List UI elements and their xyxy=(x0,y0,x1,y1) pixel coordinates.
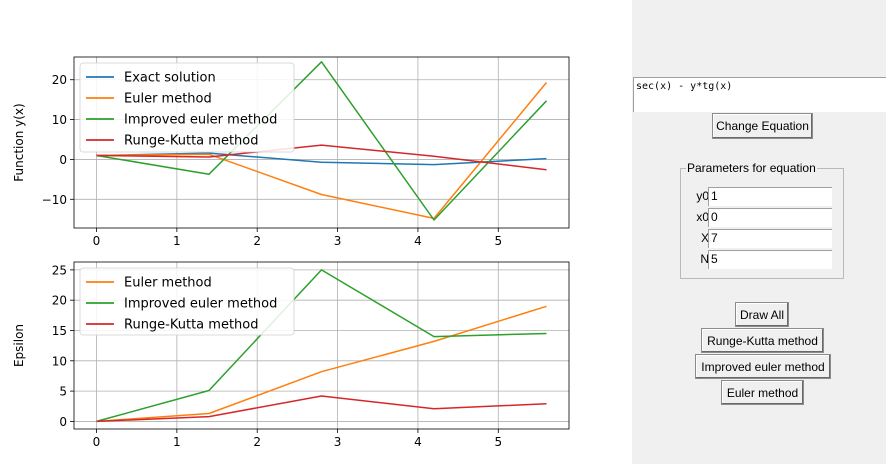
param-row-N: N 5 xyxy=(681,250,845,270)
bottom-legend-label-2: Runge-Kutta method xyxy=(124,318,258,333)
top-series-line-2 xyxy=(96,61,548,221)
param-input-N[interactable]: 5 xyxy=(708,250,832,269)
bottom-x-tick-label: 1 xyxy=(173,435,181,449)
top-legend-box xyxy=(79,62,295,153)
top-axes-frame xyxy=(73,56,570,229)
bottom-y-tick-label: 5 xyxy=(59,385,67,399)
top-x-tick-label: 2 xyxy=(253,234,261,248)
bottom-x-tick-label: 5 xyxy=(494,435,502,449)
equation-input[interactable]: sec(x) - y*tg(x) xyxy=(633,77,886,112)
param-row-X: X 7 xyxy=(681,229,845,249)
bottom-series-line-1 xyxy=(96,269,547,423)
bottom-x-tick-label: 2 xyxy=(253,435,261,449)
top-x-tick-label: 1 xyxy=(173,234,181,248)
bottom-y-axis-label: Epsilon xyxy=(12,324,26,367)
top-x-tick-label: 4 xyxy=(414,234,422,248)
top-x-tick-label: 3 xyxy=(334,234,342,248)
bottom-x-tick-label: 4 xyxy=(414,435,422,449)
top-legend-label-0: Exact solution xyxy=(124,71,216,86)
bottom-axes-frame xyxy=(73,261,570,430)
param-label-N: N xyxy=(700,252,709,266)
param-input-X[interactable]: 7 xyxy=(708,229,832,248)
bottom-legend-label-0: Euler method xyxy=(124,276,212,291)
bottom-x-tick-label: 0 xyxy=(93,435,101,449)
improved-euler-button[interactable]: Improved euler method xyxy=(695,354,831,379)
param-label-x0: x0 xyxy=(696,210,709,224)
bottom-y-tick-label: 25 xyxy=(52,263,67,277)
param-input-y0[interactable]: 1 xyxy=(708,187,832,206)
parameters-group-title: Parameters for equation xyxy=(686,161,817,175)
top-y-tick-label: 20 xyxy=(52,73,67,87)
top-legend-label-1: Euler method xyxy=(124,92,212,107)
top-y-tick-label: 10 xyxy=(52,113,67,127)
top-y-axis-label: Function y(x) xyxy=(12,103,26,181)
control-panel: sec(x) - y*tg(x) Change Equation Paramet… xyxy=(632,0,886,464)
bottom-y-tick-label: 10 xyxy=(52,354,67,368)
bottom-y-tick-label: 20 xyxy=(52,294,67,308)
bottom-y-tick-label: 15 xyxy=(52,324,67,338)
param-row-y0: y0 1 xyxy=(681,187,845,207)
bottom-legend-label-1: Improved euler method xyxy=(124,297,277,312)
bottom-legend-box xyxy=(79,267,295,336)
top-y-tick-label: 0 xyxy=(59,153,67,167)
change-equation-button[interactable]: Change Equation xyxy=(712,113,813,139)
plot-canvas: 0 1 2 3 4 5 −10 0 10 20 Function y(x) Exact solutio… xyxy=(12,56,570,449)
param-input-x0[interactable]: 0 xyxy=(708,208,832,227)
bottom-y-tick-label: 0 xyxy=(59,415,67,429)
param-row-x0: x0 0 xyxy=(681,208,845,228)
bottom-series-line-0 xyxy=(96,305,547,423)
param-label-y0: y0 xyxy=(696,189,709,203)
top-legend-label-3: Runge-Kutta method xyxy=(124,134,258,149)
top-x-tick-label: 5 xyxy=(494,234,502,248)
top-x-tick-label: 0 xyxy=(93,234,101,248)
parameters-group: Parameters for equation y0 1 x0 0 X 7 N … xyxy=(680,161,845,279)
runge-kutta-button[interactable]: Runge-Kutta method xyxy=(701,328,824,353)
top-series-line-0 xyxy=(96,152,547,166)
param-label-X: X xyxy=(700,231,709,245)
top-series-line-3 xyxy=(96,144,547,171)
bottom-series-line-2 xyxy=(96,395,547,423)
draw-all-button[interactable]: Draw All xyxy=(735,302,789,327)
bottom-x-tick-label: 3 xyxy=(334,435,342,449)
top-y-tick-label: −10 xyxy=(42,193,67,207)
top-series-line-1 xyxy=(96,82,548,220)
top-legend-label-2: Improved euler method xyxy=(124,113,277,128)
euler-button[interactable]: Euler method xyxy=(721,380,804,405)
